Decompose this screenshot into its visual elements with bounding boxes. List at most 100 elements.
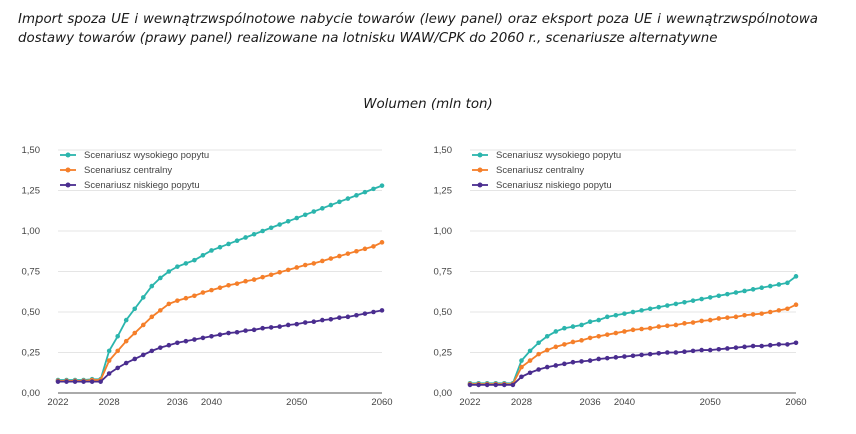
data-point-low <box>562 361 567 367</box>
data-point-high <box>596 317 601 323</box>
data-point-central <box>742 312 747 318</box>
data-point-central <box>140 322 146 328</box>
data-point-central <box>622 329 627 334</box>
data-point-low <box>570 359 576 365</box>
data-point-high <box>354 193 359 198</box>
x-tick-label: 2036 <box>167 397 188 408</box>
series-line-central <box>470 303 797 385</box>
data-point-high <box>106 348 112 354</box>
data-point-central <box>639 326 644 332</box>
data-point-central <box>106 358 112 363</box>
data-point-low <box>260 325 265 331</box>
data-point-low <box>379 308 385 313</box>
data-point-central <box>166 301 172 307</box>
series-line-low <box>58 309 383 383</box>
data-point-high <box>785 280 790 286</box>
data-point-high <box>243 235 248 240</box>
data-point-low <box>622 354 627 359</box>
data-point-high <box>699 296 704 302</box>
data-point-low <box>510 382 516 388</box>
data-point-low <box>277 324 282 329</box>
data-point-central <box>294 265 300 270</box>
data-point-high <box>562 325 567 331</box>
data-point-low <box>776 342 782 347</box>
x-tick-label: 2022 <box>47 397 68 408</box>
data-point-central <box>337 253 342 259</box>
data-point-low <box>345 314 351 320</box>
data-point-high <box>166 269 172 274</box>
data-point-low <box>175 340 180 346</box>
data-point-central <box>285 267 291 273</box>
data-point-low <box>158 345 163 350</box>
data-point-high <box>630 309 636 315</box>
data-point-high <box>690 298 696 303</box>
data-point-low <box>759 343 764 349</box>
data-point-central <box>345 251 351 256</box>
data-point-low <box>149 348 155 354</box>
data-point-low <box>484 382 490 388</box>
data-point-central <box>149 314 155 320</box>
data-point-high <box>536 340 541 346</box>
data-point-central <box>371 244 376 249</box>
data-point-high <box>345 196 351 201</box>
y-tick-label: 0,25 <box>22 348 41 359</box>
y-tick-label: 0,00 <box>22 388 41 399</box>
data-point-high <box>613 312 619 318</box>
data-point-low <box>234 329 240 335</box>
data-point-low <box>587 358 593 363</box>
data-point-central <box>750 312 756 317</box>
data-point-low <box>733 345 739 350</box>
data-point-central <box>759 311 764 316</box>
data-point-high <box>226 241 231 247</box>
data-point-central <box>647 325 653 331</box>
data-point-low <box>268 325 274 330</box>
data-point-high <box>294 215 300 221</box>
data-point-high <box>132 306 138 312</box>
data-point-central <box>379 240 385 245</box>
data-point-high <box>158 275 163 281</box>
data-point-low <box>166 342 172 348</box>
data-point-central <box>200 290 206 295</box>
data-point-high <box>527 348 533 354</box>
data-point-low <box>673 350 679 355</box>
data-point-central <box>785 306 790 312</box>
x-tick-label: 2040 <box>614 397 635 408</box>
data-point-low <box>553 363 559 368</box>
data-point-low <box>630 353 636 359</box>
y-tick-label: 1,50 <box>22 145 41 156</box>
data-point-central <box>251 277 257 282</box>
x-tick-label: 2060 <box>371 397 392 408</box>
data-point-central <box>158 308 163 313</box>
data-point-low <box>209 334 214 339</box>
legend-label-central: Scenariusz centralny <box>496 165 584 176</box>
data-point-central <box>544 347 550 353</box>
data-point-high <box>268 225 274 231</box>
data-point-central <box>277 270 282 275</box>
data-point-high <box>793 274 799 279</box>
data-point-central <box>209 287 214 293</box>
data-point-low <box>493 382 499 388</box>
data-point-low <box>311 319 317 325</box>
data-point-central <box>553 344 559 350</box>
data-point-high <box>311 209 317 214</box>
data-point-central <box>234 281 240 286</box>
data-point-central <box>733 314 739 320</box>
data-point-low <box>251 327 257 333</box>
data-point-low <box>467 382 473 388</box>
data-point-low <box>183 338 189 344</box>
x-tick-label: 2028 <box>99 397 120 408</box>
data-point-central <box>527 358 533 363</box>
data-point-central <box>699 318 704 324</box>
data-point-central <box>690 320 696 325</box>
data-point-high <box>587 319 593 325</box>
data-point-central <box>630 327 636 333</box>
data-point-high <box>217 244 223 250</box>
data-point-low <box>647 351 653 357</box>
legend-label-central: Scenariusz centralny <box>84 165 172 176</box>
data-point-central <box>587 335 593 341</box>
data-point-high <box>742 288 747 294</box>
legend-marker-central <box>65 167 71 173</box>
chart-subtitle: Wolumen (mln ton) <box>363 97 493 112</box>
data-point-low <box>192 337 197 342</box>
y-tick-label: 0,75 <box>434 267 453 278</box>
